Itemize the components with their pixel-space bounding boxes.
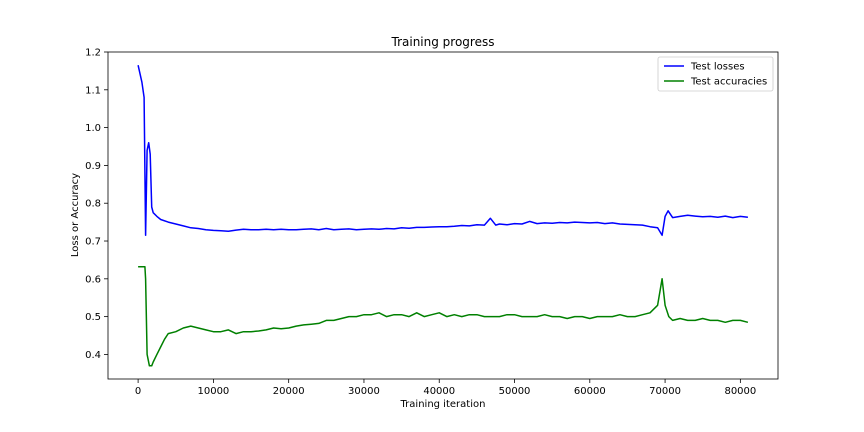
legend-label-losses: Test losses bbox=[690, 62, 745, 73]
x-tick-label: 30000 bbox=[348, 386, 380, 397]
y-axis-label: Loss or Accuracy bbox=[70, 173, 81, 257]
x-axis-label: Training iteration bbox=[400, 399, 486, 410]
x-tick-label: 20000 bbox=[273, 386, 305, 397]
series-lines bbox=[137, 65, 749, 367]
x-tick-label: 80000 bbox=[724, 386, 756, 397]
y-tick-label: 0.5 bbox=[85, 312, 101, 323]
x-tick-label: 70000 bbox=[649, 386, 681, 397]
x-axis: 0 10000 20000 30000 40000 50000 60000 70000 8000… bbox=[135, 379, 756, 397]
legend-label-accuracies: Test accuracies bbox=[690, 77, 767, 88]
y-tick-label: 1.0 bbox=[85, 123, 101, 134]
y-tick-label: 0.7 bbox=[85, 237, 101, 248]
x-tick-label: 50000 bbox=[499, 386, 531, 397]
y-axis: 0.4 0.5 0.6 0.7 0.8 0.9 1.0 1.1 1.2 bbox=[85, 48, 108, 361]
series-line-test-losses bbox=[137, 65, 748, 237]
x-tick-label: 40000 bbox=[423, 386, 455, 397]
y-tick-label: 0.6 bbox=[85, 274, 101, 285]
legend-box bbox=[657, 56, 774, 92]
y-tick-label: 1.1 bbox=[85, 85, 101, 96]
y-tick-label: 0.9 bbox=[85, 161, 101, 172]
x-tick-label: 60000 bbox=[574, 386, 606, 397]
y-tick-label: 0.4 bbox=[85, 350, 101, 361]
x-tick-label: 10000 bbox=[197, 386, 229, 397]
x-tick-label: 0 bbox=[135, 386, 141, 397]
y-tick-label: 1.2 bbox=[85, 48, 101, 59]
legend: Test losses Test accuracies bbox=[657, 56, 774, 92]
y-tick-label: 0.8 bbox=[85, 199, 101, 210]
chart-title: Training progress bbox=[391, 35, 495, 49]
series-line-test-accuracies bbox=[138, 265, 749, 367]
